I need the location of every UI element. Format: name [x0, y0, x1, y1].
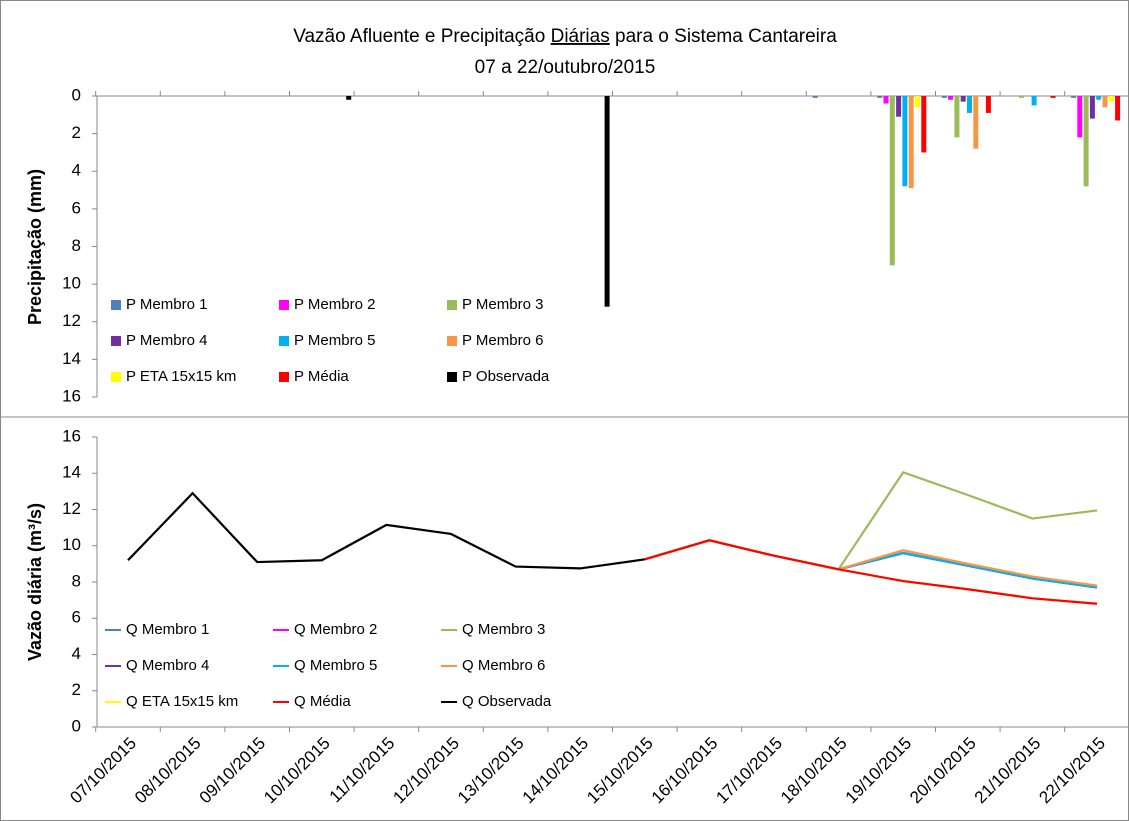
bar: [877, 96, 883, 98]
y-tick-label: 12: [62, 311, 81, 330]
y-tick-label: 12: [62, 499, 81, 518]
y-tick-label: 8: [72, 571, 81, 590]
bar: [948, 96, 954, 100]
legend-swatch: [111, 300, 121, 310]
bar: [346, 96, 352, 100]
y-tick-label: 16: [62, 386, 81, 405]
y-tick-label: 6: [72, 198, 81, 217]
legend-label: Q ETA 15x15 km: [126, 693, 238, 710]
legend-label: P Membro 3: [462, 296, 543, 313]
bar: [1083, 96, 1089, 187]
bar: [604, 96, 610, 307]
bar: [908, 96, 914, 189]
legend-label: P Média: [294, 368, 349, 385]
legend-label: Q Observada: [462, 693, 552, 710]
y-tick-label: 2: [72, 680, 81, 699]
y-tick-label: 4: [72, 161, 81, 180]
y-tick-label: 0: [72, 716, 81, 735]
legend-label: Q Média: [294, 693, 351, 710]
y-axis-title: Vazão diária (m³/s): [25, 503, 45, 661]
y-tick-label: 6: [72, 608, 81, 627]
line: [644, 539, 1098, 605]
y-tick-label: 14: [62, 463, 81, 482]
y-tick-label: 10: [62, 535, 81, 554]
y-tick-label: 16: [62, 426, 81, 445]
legend-label: P Membro 6: [462, 332, 543, 349]
bar: [1019, 96, 1024, 98]
bar: [973, 96, 979, 149]
bar: [1115, 96, 1121, 121]
bar: [1071, 96, 1076, 98]
y-tick-label: 4: [72, 644, 81, 663]
legend-label: P Membro 4: [126, 332, 207, 349]
bar: [941, 96, 947, 98]
bar: [1089, 96, 1095, 119]
legend-box: [98, 612, 578, 715]
bar: [812, 96, 818, 98]
bar: [960, 96, 966, 102]
legend-label: P Membro 1: [126, 296, 207, 313]
bar: [902, 96, 908, 187]
bar: [883, 96, 889, 104]
legend-swatch: [447, 300, 457, 310]
legend-swatch: [447, 336, 457, 346]
legend-swatch: [279, 372, 289, 382]
title-part: Vazão Afluente e Precipitação: [293, 26, 550, 47]
title-part: Diárias: [551, 26, 610, 47]
bar: [1050, 96, 1056, 98]
bar: [921, 96, 927, 153]
legend-label: Q Membro 6: [462, 657, 545, 674]
legend-swatch: [279, 300, 289, 310]
chart-subtitle: 07 a 22/outubro/2015: [475, 57, 656, 78]
legend-label: P Membro 5: [294, 332, 375, 349]
bar: [1096, 96, 1102, 100]
legend-label: P Membro 2: [294, 296, 375, 313]
legend-label: Q Membro 1: [126, 621, 209, 638]
bar: [985, 96, 991, 113]
y-tick-label: 0: [72, 85, 81, 104]
title-part: para o Sistema Cantareira: [610, 26, 837, 47]
bar: [915, 96, 920, 108]
bar: [1031, 96, 1037, 106]
bar: [967, 96, 972, 113]
bar: [1102, 96, 1108, 108]
y-tick-label: 2: [72, 123, 81, 142]
line: [127, 491, 645, 570]
bar: [889, 96, 895, 266]
legend-label: Q Membro 2: [294, 621, 377, 638]
legend-label: P Observada: [462, 368, 550, 385]
legend-label: P ETA 15x15 km: [126, 368, 236, 385]
bar: [896, 96, 902, 117]
legend-swatch: [111, 336, 121, 346]
legend-swatch: [279, 336, 289, 346]
bar: [1077, 96, 1083, 138]
y-tick-label: 14: [62, 349, 81, 368]
legend-label: Q Membro 4: [126, 657, 209, 674]
y-axis-title: Precipitação (mm): [25, 169, 45, 325]
legend-swatch: [111, 372, 121, 382]
chart-title: Vazão Afluente e Precipitação Diárias pa…: [293, 26, 837, 47]
legend-swatch: [447, 372, 457, 382]
legend-label: Q Membro 3: [462, 621, 545, 638]
y-tick-label: 8: [72, 236, 81, 255]
legend-label: Q Membro 5: [294, 657, 377, 674]
bar: [954, 96, 960, 138]
bar: [1108, 96, 1114, 102]
legend-box: [98, 287, 578, 397]
y-tick-label: 10: [62, 274, 81, 293]
